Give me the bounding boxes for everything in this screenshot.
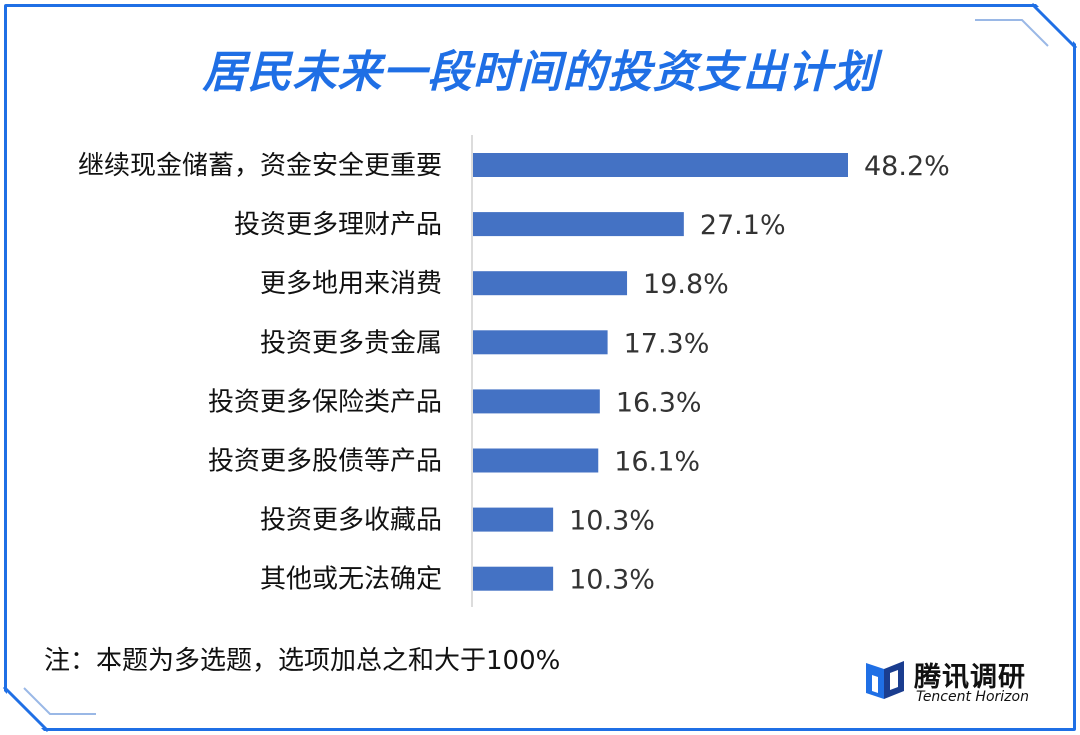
bar — [473, 507, 554, 532]
category-label: 更多地用来消费 — [260, 269, 442, 299]
chart-title: 居民未来一段时间的投资支出计划 — [202, 47, 878, 98]
value-label: 27.1% — [700, 210, 786, 241]
bar — [473, 566, 554, 591]
category-label: 其他或无法确定 — [260, 565, 442, 595]
category-label: 投资更多保险类产品 — [208, 387, 442, 417]
card-frame — [4, 4, 1076, 731]
value-label: 10.3% — [569, 506, 655, 537]
category-label: 投资更多理财产品 — [234, 210, 442, 240]
bar — [473, 389, 600, 414]
brand-logo: 腾讯调研 Tencent Horizon — [862, 657, 1042, 707]
bar — [473, 271, 628, 296]
category-label: 投资更多贵金属 — [260, 328, 442, 358]
value-label: 19.8% — [643, 269, 729, 300]
value-label: 10.3% — [569, 565, 655, 596]
category-label: 投资更多收藏品 — [260, 506, 442, 536]
tencent-horizon-logo-icon — [866, 661, 904, 699]
bar — [473, 330, 608, 355]
value-label: 17.3% — [624, 328, 710, 359]
value-label: 16.1% — [614, 447, 700, 478]
bar — [473, 212, 684, 237]
value-label: 16.3% — [616, 387, 702, 418]
value-label: 48.2% — [864, 151, 950, 182]
footnote: 注：本题为多选题，选项加总之和大于100% — [44, 646, 561, 676]
bar — [473, 153, 848, 177]
bar — [473, 448, 599, 473]
category-label: 继续现金储蓄，资金安全更重要 — [78, 151, 442, 181]
brand-name-cn: 腾讯调研 — [914, 662, 1026, 693]
category-label: 投资更多股债等产品 — [208, 447, 442, 477]
brand-name-en: Tencent Horizon — [916, 689, 1029, 705]
